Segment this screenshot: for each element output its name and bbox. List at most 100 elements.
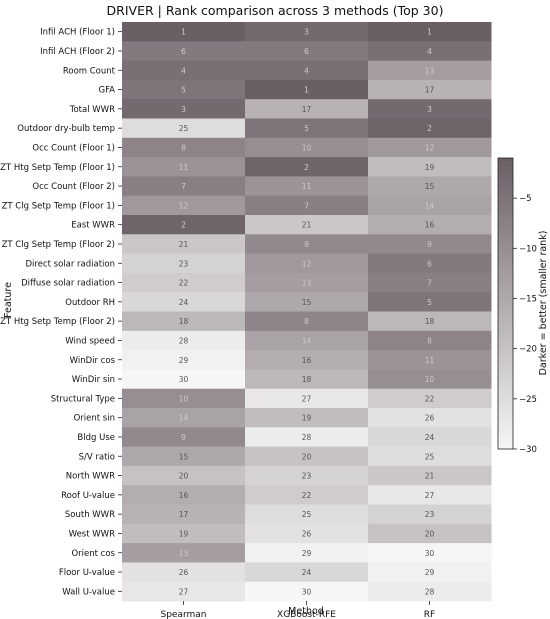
heatmap-cell	[122, 311, 246, 332]
row-label: Occ Count (Floor 1)	[32, 143, 115, 153]
cell-value-label: 23	[302, 472, 312, 481]
row-label: Roof U-value	[61, 491, 115, 501]
x-axis-label: Method	[288, 606, 324, 617]
row-label: South WWR	[65, 510, 115, 520]
cell-value-label: 3	[304, 28, 309, 37]
heatmap-cell	[368, 272, 492, 293]
heatmap-cell	[245, 311, 369, 332]
row-label: Orient sin	[74, 414, 115, 424]
cell-value-label: 14	[425, 201, 435, 210]
heatmap-cell	[122, 195, 246, 216]
heatmap-cell	[245, 215, 369, 235]
cell-value-label: 28	[425, 587, 435, 596]
colorbar-label: Darker = better (smaller rank)	[538, 231, 549, 376]
cell-value-label: 4	[181, 66, 186, 75]
cell-value-label: 20	[179, 472, 189, 481]
heatmap-cell	[122, 60, 246, 81]
heatmap-cell	[245, 234, 369, 255]
cell-value-label: 15	[179, 452, 189, 461]
cell-value-label: 6	[304, 47, 309, 56]
heatmap-cell	[122, 446, 246, 467]
cell-value-label: 18	[302, 375, 312, 384]
colorbar-tick-label: −10	[519, 244, 537, 254]
cell-value-label: 21	[425, 472, 435, 481]
cell-value-label: 4	[427, 47, 432, 56]
row-label: ZT Clg Setp Temp (Floor 1)	[2, 201, 115, 211]
heatmap-cell	[368, 485, 492, 505]
cell-value-label: 29	[302, 549, 312, 558]
heatmap-cell	[122, 350, 246, 370]
cell-value-label: 13	[179, 549, 189, 558]
cell-value-label: 14	[179, 414, 189, 423]
cell-value-label: 10	[302, 143, 312, 152]
cell-value-label: 22	[179, 279, 189, 288]
heatmap-cell	[245, 99, 369, 119]
cell-value-label: 26	[425, 414, 435, 423]
cell-value-label: 7	[304, 201, 309, 210]
cell-value-label: 8	[181, 143, 186, 152]
heatmap-cell	[245, 408, 369, 428]
cell-value-label: 14	[302, 336, 312, 345]
cell-value-label: 23	[425, 510, 435, 519]
heatmap-cell	[245, 504, 369, 525]
colorbar-tick-label: −15	[519, 294, 537, 304]
row-label: ZT Htg Setp Temp (Floor 1)	[0, 163, 115, 173]
cell-value-label: 7	[427, 279, 432, 288]
heatmap-cell	[245, 446, 369, 467]
heatmap-cell	[368, 543, 492, 563]
cell-value-label: 16	[302, 356, 312, 365]
heatmap-cell	[368, 292, 492, 312]
row-label: Infil ACH (Floor 1)	[40, 28, 115, 38]
row-label: Wall U-value	[62, 587, 115, 597]
cell-value-label: 24	[179, 298, 189, 307]
row-label: Structural Type	[51, 394, 115, 404]
heatmap-cell	[245, 79, 369, 100]
row-label: Direct solar radiation	[26, 259, 116, 269]
row-label: Room Count	[63, 66, 116, 76]
colorbar-ticks: −5 −10 −15 −20 −25 −30	[513, 194, 537, 455]
cell-value-label: 8	[304, 317, 309, 326]
heatmap-cell	[368, 465, 492, 486]
cell-value-label: 16	[425, 221, 435, 230]
row-label: ZT Clg Setp Temp (Floor 2)	[2, 240, 115, 250]
heatmap-cell	[245, 137, 369, 158]
cell-value-label: 2	[304, 163, 309, 172]
cell-value-label: 27	[425, 491, 435, 500]
heatmap-cell	[368, 369, 492, 390]
heatmap-cell	[122, 157, 246, 177]
heatmap-cell	[368, 195, 492, 216]
cell-value-label: 27	[302, 394, 312, 403]
heatmap-cell	[122, 485, 246, 505]
cell-value-label: 22	[425, 394, 435, 403]
heatmap-cell	[122, 272, 246, 293]
cell-value-label: 22	[302, 491, 312, 500]
heatmap-cell	[122, 292, 246, 312]
heatmap-cell	[245, 292, 369, 312]
cell-value-label: 11	[302, 182, 312, 191]
heatmap-cell	[122, 176, 246, 197]
heatmap-cell	[368, 504, 492, 525]
column-label: RF	[424, 610, 435, 619]
cell-value-label: 29	[179, 356, 189, 365]
heatmap-cell	[368, 118, 492, 139]
chart-title: DRIVER | Rank comparison across 3 method…	[107, 3, 444, 18]
heatmap-cell	[245, 562, 369, 583]
row-label: GFA	[98, 86, 115, 96]
row-label: Diffuse solar radiation	[21, 279, 115, 289]
cell-value-label: 30	[179, 375, 189, 384]
row-label: Floor U-value	[59, 568, 115, 578]
cell-value-label: 7	[181, 182, 186, 191]
heatmap-cell	[122, 215, 246, 235]
row-label: North WWR	[66, 472, 115, 482]
heatmap-cell	[368, 446, 492, 467]
heatmap-cell	[368, 427, 492, 448]
heatmap-cell	[245, 523, 369, 544]
cell-value-label: 8	[427, 336, 432, 345]
row-label: S/V ratio	[79, 452, 115, 462]
cell-value-label: 15	[302, 298, 312, 307]
colorbar-tick-label: −5	[519, 194, 532, 204]
heatmap-cell	[368, 22, 492, 42]
cell-value-label: 19	[179, 529, 189, 538]
cell-value-label: 2	[427, 124, 432, 133]
